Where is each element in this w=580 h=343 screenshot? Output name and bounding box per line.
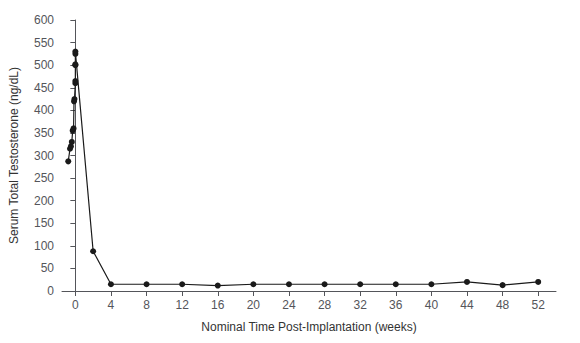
svg-text:250: 250 [34, 171, 54, 185]
svg-text:500: 500 [34, 58, 54, 72]
svg-text:40: 40 [425, 298, 439, 312]
svg-text:50: 50 [41, 261, 55, 275]
svg-text:450: 450 [34, 81, 54, 95]
svg-text:600: 600 [34, 13, 54, 27]
svg-text:36: 36 [389, 298, 403, 312]
svg-text:200: 200 [34, 194, 54, 208]
svg-text:48: 48 [496, 298, 510, 312]
svg-text:0: 0 [47, 284, 54, 298]
svg-text:8: 8 [143, 298, 150, 312]
svg-text:Serum Total Testosterone (ng/d: Serum Total Testosterone (ng/dL) [7, 67, 21, 244]
svg-text:28: 28 [318, 298, 332, 312]
svg-text:16: 16 [211, 298, 225, 312]
svg-text:44: 44 [460, 298, 474, 312]
svg-text:12: 12 [175, 298, 189, 312]
svg-text:Nominal Time Post-Implantation: Nominal Time Post-Implantation (weeks) [201, 320, 416, 334]
svg-text:550: 550 [34, 36, 54, 50]
svg-text:300: 300 [34, 149, 54, 163]
svg-text:350: 350 [34, 126, 54, 140]
svg-text:150: 150 [34, 216, 54, 230]
svg-text:4: 4 [108, 298, 115, 312]
svg-text:100: 100 [34, 239, 54, 253]
svg-text:32: 32 [354, 298, 368, 312]
svg-text:0: 0 [72, 298, 79, 312]
svg-text:20: 20 [247, 298, 261, 312]
svg-text:52: 52 [532, 298, 546, 312]
svg-text:400: 400 [34, 103, 54, 117]
svg-text:24: 24 [282, 298, 296, 312]
